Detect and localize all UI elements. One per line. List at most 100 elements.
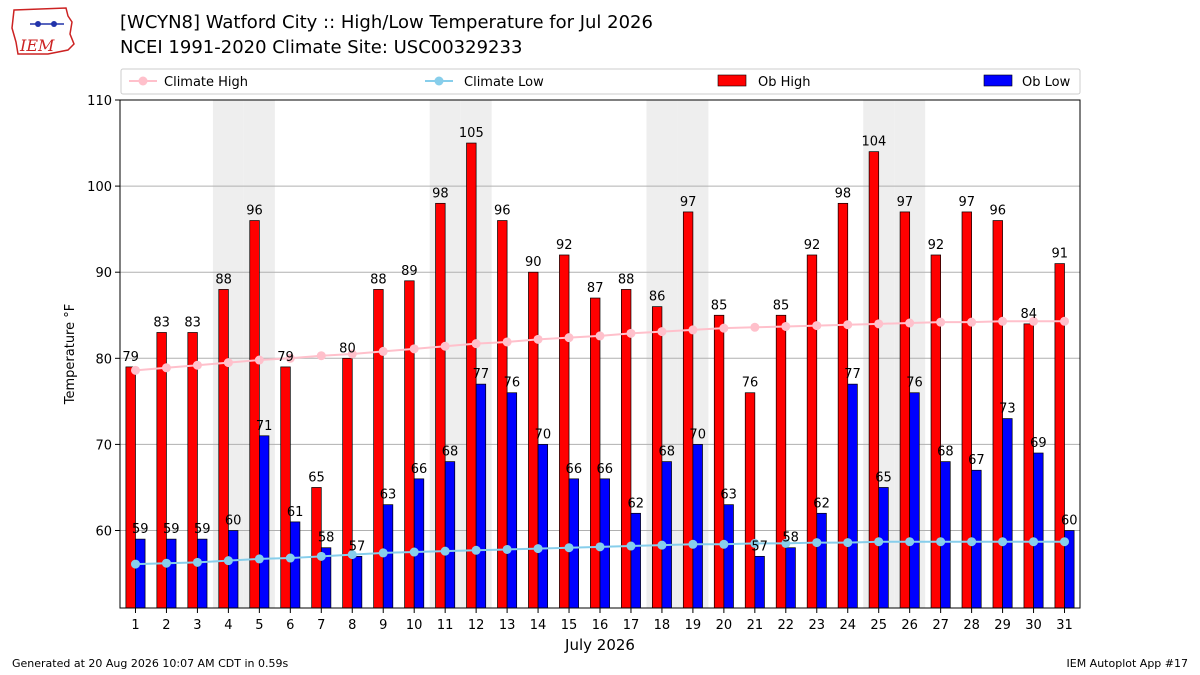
climate-high-point-30 (1029, 316, 1039, 326)
climate-high-point-23 (812, 321, 822, 331)
ob-low-label-1: 59 (132, 522, 149, 537)
climate-high-point-4 (223, 358, 233, 368)
climate-high-point-9 (378, 346, 388, 356)
climate-high-point-5 (254, 355, 264, 365)
ob-high-label-24: 98 (835, 186, 852, 201)
climate-high-point-19 (688, 325, 698, 335)
climate-low-point-29 (998, 537, 1008, 547)
ob-low-label-11: 68 (442, 445, 459, 460)
ob-low-label-21: 57 (751, 539, 768, 554)
climate-low-point-24 (843, 538, 853, 548)
ob-low-bar-6 (289, 521, 301, 609)
ob-high-label-31: 91 (1051, 247, 1068, 262)
ob-high-bar-9 (373, 289, 384, 609)
x-tick-label-31: 31 (1056, 618, 1073, 633)
ob-low-label-22: 58 (782, 531, 799, 546)
ob-low-label-14: 70 (535, 427, 552, 442)
ob-low-bar-13 (506, 392, 518, 609)
ob-low-label-31: 60 (1061, 514, 1078, 529)
x-tick-label-22: 22 (778, 618, 795, 633)
climate-lines (130, 316, 1070, 569)
ob-high-bar-20 (713, 314, 725, 609)
y-axis-label: Temperature °F (63, 304, 78, 405)
ob-low-bar-30 (1033, 452, 1044, 609)
ob-high-label-21: 76 (742, 376, 759, 391)
climate-low-point-11 (440, 546, 450, 556)
ob-low-label-17: 62 (627, 496, 644, 511)
climate-low-point-4 (223, 556, 233, 566)
ob-low-label-18: 68 (658, 445, 675, 460)
logo-text: IEM (19, 36, 55, 55)
x-tick-label-25: 25 (870, 618, 887, 633)
ob-high-label-12: 105 (459, 126, 484, 141)
ob-low-label-8: 57 (349, 539, 366, 554)
x-tick-label-10: 10 (406, 618, 423, 633)
legend-frame (120, 68, 1081, 95)
ob-low-label-29: 73 (999, 402, 1016, 417)
ob-high-bar-26 (899, 211, 911, 609)
ob-low-bar-24 (847, 383, 858, 609)
climate-low-point-13 (502, 544, 512, 554)
x-tick-label-28: 28 (963, 618, 980, 633)
ob-low-label-2: 59 (163, 522, 180, 537)
ob-low-label-25: 65 (875, 470, 892, 485)
climate-low-point-25 (874, 537, 884, 547)
x-tick-label-14: 14 (530, 618, 547, 633)
climate-low-point-2 (161, 558, 171, 568)
x-tick-label-12: 12 (468, 618, 485, 633)
climate-low-point-9 (378, 548, 388, 558)
ob-low-bar-23 (816, 512, 827, 609)
climate-low-point-20 (719, 539, 729, 549)
x-tick-label-16: 16 (592, 618, 609, 633)
climate-high-point-20 (719, 323, 729, 333)
ob-low-label-9: 63 (380, 488, 397, 503)
ob-high-label-26: 97 (897, 195, 914, 210)
ob-low-bar-26 (909, 392, 920, 609)
ob-high-bar-5 (249, 220, 260, 609)
data-labels: 79 83 83 88 96 79 65 80 88 89 98 105 96 90 92 87 88 86 97 8… (122, 126, 1077, 554)
x-tick-label-30: 30 (1025, 618, 1042, 633)
app-credit: IEM Autoplot App #17 (1066, 657, 1189, 670)
climate-low-point-10 (409, 547, 419, 557)
climate-high-point-27 (936, 317, 946, 327)
generated-timestamp: Generated at 20 Aug 2026 10:07 AM CDT in… (12, 657, 289, 670)
climate-low-point-27 (936, 537, 946, 547)
ob-low-bar-11 (444, 461, 456, 609)
x-tick-label-8: 8 (348, 618, 356, 633)
ob-low-bar-3 (197, 538, 208, 609)
x-tick-label-4: 4 (224, 618, 232, 633)
ob-low-label-24: 77 (844, 367, 861, 382)
climate-low-point-26 (905, 537, 915, 547)
climate-high-point-29 (998, 316, 1008, 326)
legend-ob-high: Ob High (758, 75, 811, 90)
climate-low-point-14 (533, 544, 543, 554)
climate-high-point-28 (967, 317, 977, 327)
ob-high-label-18: 86 (649, 290, 666, 305)
x-tick-label-24: 24 (839, 618, 856, 633)
ob-high-bar-22 (775, 314, 787, 609)
ob-low-bar-27 (940, 461, 951, 609)
ob-low-bar-18 (661, 461, 672, 609)
climate-high-point-10 (409, 344, 419, 354)
legend: Climate High Climate Low Ob High Ob Low (120, 68, 1081, 95)
climate-low-point-3 (192, 557, 202, 567)
climate-low-point-22 (781, 538, 791, 548)
ob-low-label-28: 67 (968, 453, 985, 468)
x-tick-label-18: 18 (654, 618, 671, 633)
y-tick-label-70: 70 (95, 438, 112, 453)
iem-logo: IEM (11, 7, 75, 55)
ob-high-label-13: 96 (494, 204, 511, 219)
ob-low-label-4: 60 (225, 514, 242, 529)
ob-low-label-27: 68 (937, 445, 954, 460)
climate-high-point-21 (750, 322, 760, 332)
climate-high-point-22 (781, 321, 791, 331)
ob-high-bar-30 (1023, 323, 1034, 609)
ob-low-label-20: 63 (720, 488, 737, 503)
ob-low-label-13: 76 (504, 376, 521, 391)
ob-high-bar-24 (837, 202, 849, 609)
ob-low-bar-12 (475, 383, 487, 609)
climate-high-point-24 (843, 320, 853, 330)
legend-ob-low-icon (983, 74, 1013, 87)
ob-high-label-25: 104 (861, 135, 886, 150)
